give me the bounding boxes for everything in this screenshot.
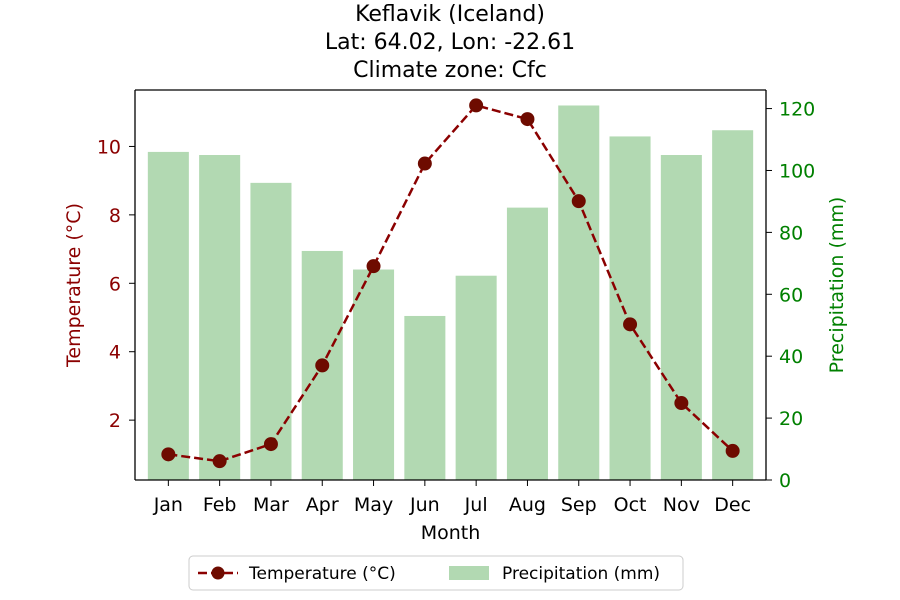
x-tick-label: Aug [509, 494, 546, 516]
chart-title-line: Lat: 64.02, Lon: -22.61 [325, 30, 575, 55]
x-axis: Jan Feb Mar Apr May Jun Jul Aug Sep Oct Nov Dec [153, 480, 751, 516]
legend-temperature-label: Temperature (°C) [248, 564, 396, 584]
right-y-axis: 0 20 40 60 80 100 120 [766, 99, 815, 492]
precipitation-bar [199, 155, 241, 480]
temperature-point [520, 112, 535, 127]
x-tick-label: Oct [614, 494, 647, 516]
legend-precipitation-label: Precipitation (mm) [502, 564, 660, 584]
x-tick-label: Dec [714, 494, 751, 516]
precipitation-bar [147, 151, 189, 480]
right-y-tick-label: 20 [779, 408, 803, 430]
legend-precipitation-swatch [449, 566, 489, 580]
legend-temperature-marker [211, 566, 225, 580]
chart-title-line: Keflavik (Iceland) [355, 2, 545, 27]
left-y-tick-label: 4 [109, 342, 121, 364]
right-y-tick-label: 0 [779, 470, 791, 492]
precipitation-bar [250, 182, 292, 480]
x-tick-label: May [354, 494, 393, 516]
precipitation-bar [609, 136, 651, 480]
legend: Temperature (°C) Precipitation (mm) [188, 555, 684, 591]
left-y-tick-label: 8 [109, 205, 121, 227]
temperature-point [623, 317, 638, 332]
temperature-point [417, 156, 432, 171]
temperature-point [315, 358, 330, 373]
right-y-tick-label: 100 [779, 160, 815, 182]
temperature-series-line [168, 103, 734, 463]
precipitation-bar [353, 269, 395, 480]
temperature-point [469, 98, 484, 113]
precipitation-bar [506, 207, 548, 480]
right-y-tick-label: 40 [779, 346, 803, 368]
x-tick-label: Nov [663, 494, 700, 516]
temperature-point [571, 194, 586, 209]
precipitation-bar [455, 275, 497, 480]
precipitation-bar [712, 130, 754, 480]
chart-title: Keflavik (Iceland) Lat: 64.02, Lon: -22.6… [325, 2, 575, 83]
x-tick-label: Jul [464, 494, 488, 516]
left-y-tick-label: 10 [97, 136, 121, 158]
temperature-point [674, 396, 689, 411]
axes [134, 89, 767, 481]
x-tick-label: Jan [153, 494, 183, 516]
precipitation-bars [147, 105, 754, 480]
temperature-point [366, 259, 381, 274]
x-axis-label: Month [421, 522, 481, 544]
x-tick-label: Apr [306, 494, 339, 516]
x-tick-label: Feb [203, 494, 237, 516]
right-y-tick-label: 60 [779, 284, 803, 306]
temperature-point [725, 443, 740, 458]
temperature-point [263, 437, 278, 452]
x-tick-label: Jun [409, 494, 440, 516]
temperature-point [161, 447, 176, 462]
legend-frame [188, 555, 684, 591]
temperature-line [161, 98, 740, 469]
right-y-tick-label: 120 [779, 99, 815, 121]
x-tick-label: Mar [253, 494, 289, 516]
x-tick-label: Sep [561, 494, 597, 516]
precipitation-bar [660, 155, 702, 480]
precipitation-bar [558, 105, 600, 480]
left-y-tick-label: 2 [109, 410, 121, 432]
left-y-axis: 2 4 6 8 10 [97, 136, 135, 432]
left-y-axis-label: Temperature (°C) [63, 203, 85, 368]
left-y-tick-label: 6 [109, 273, 121, 295]
chart-title-line: Climate zone: Cfc [353, 58, 547, 83]
right-y-tick-label: 80 [779, 222, 803, 244]
temperature-point [212, 454, 227, 469]
right-y-axis-label: Precipitation (mm) [826, 197, 848, 374]
precipitation-bar [404, 315, 446, 480]
